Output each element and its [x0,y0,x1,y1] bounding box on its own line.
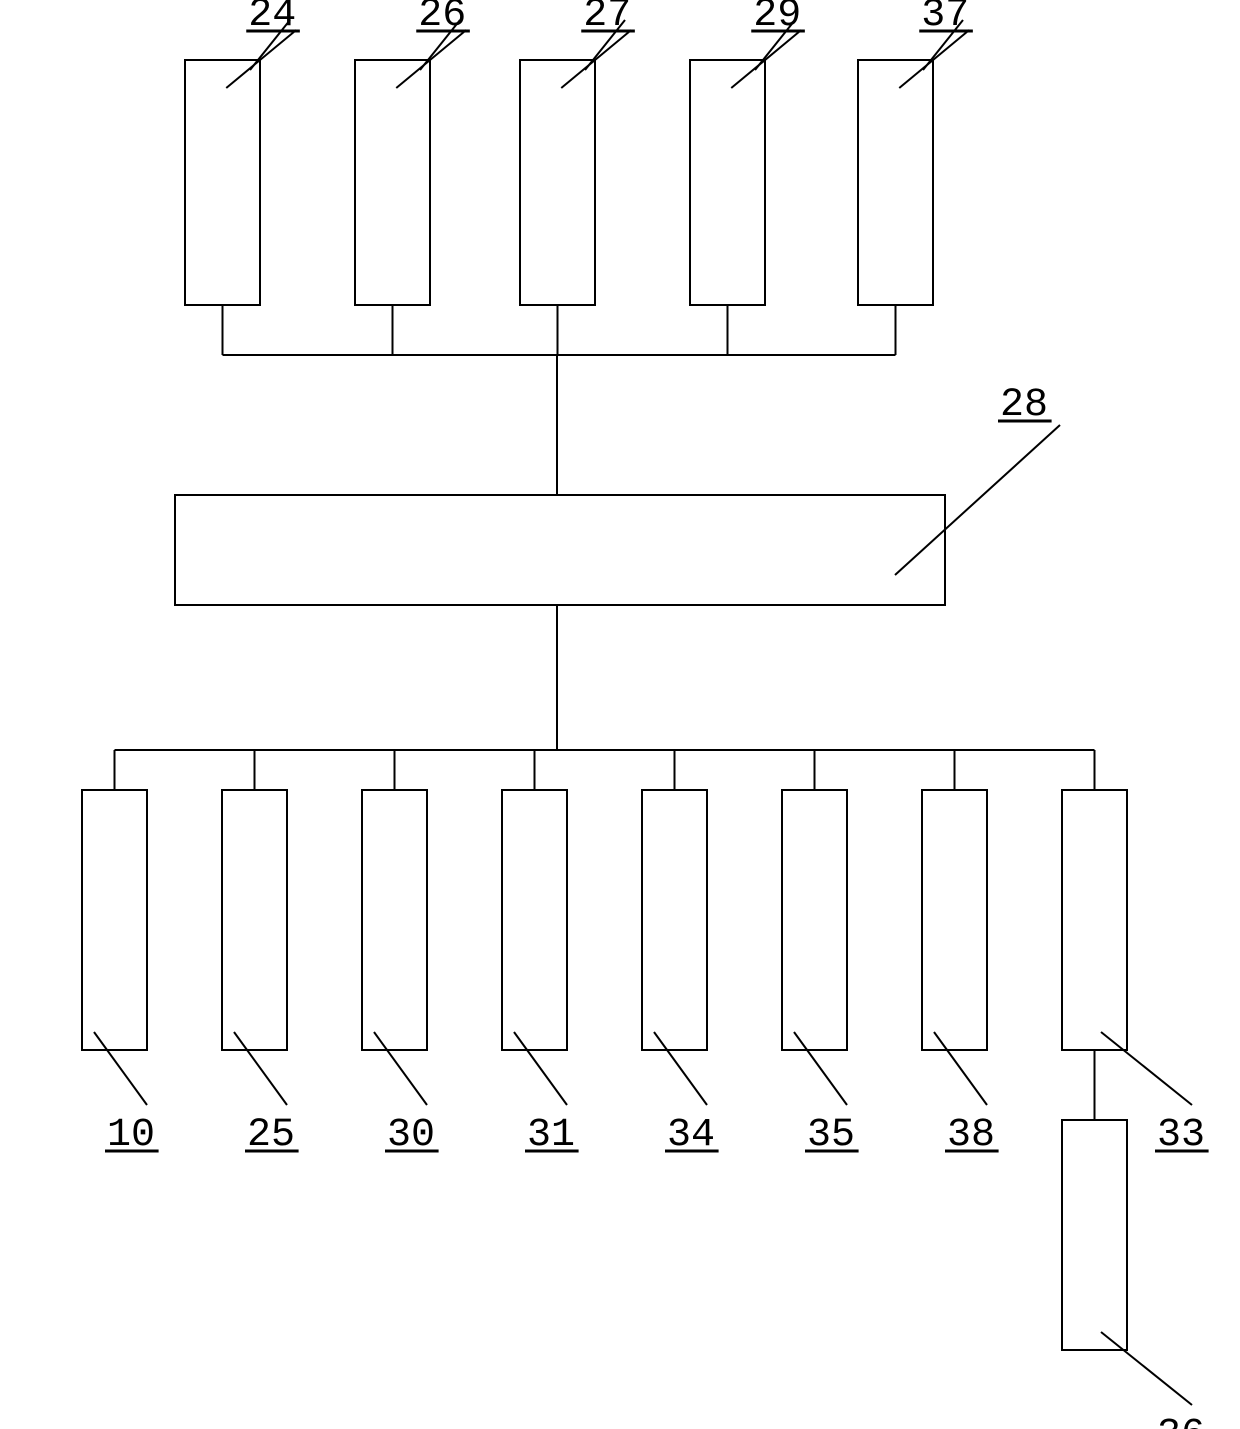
svg-text:36: 36 [1157,1413,1205,1429]
